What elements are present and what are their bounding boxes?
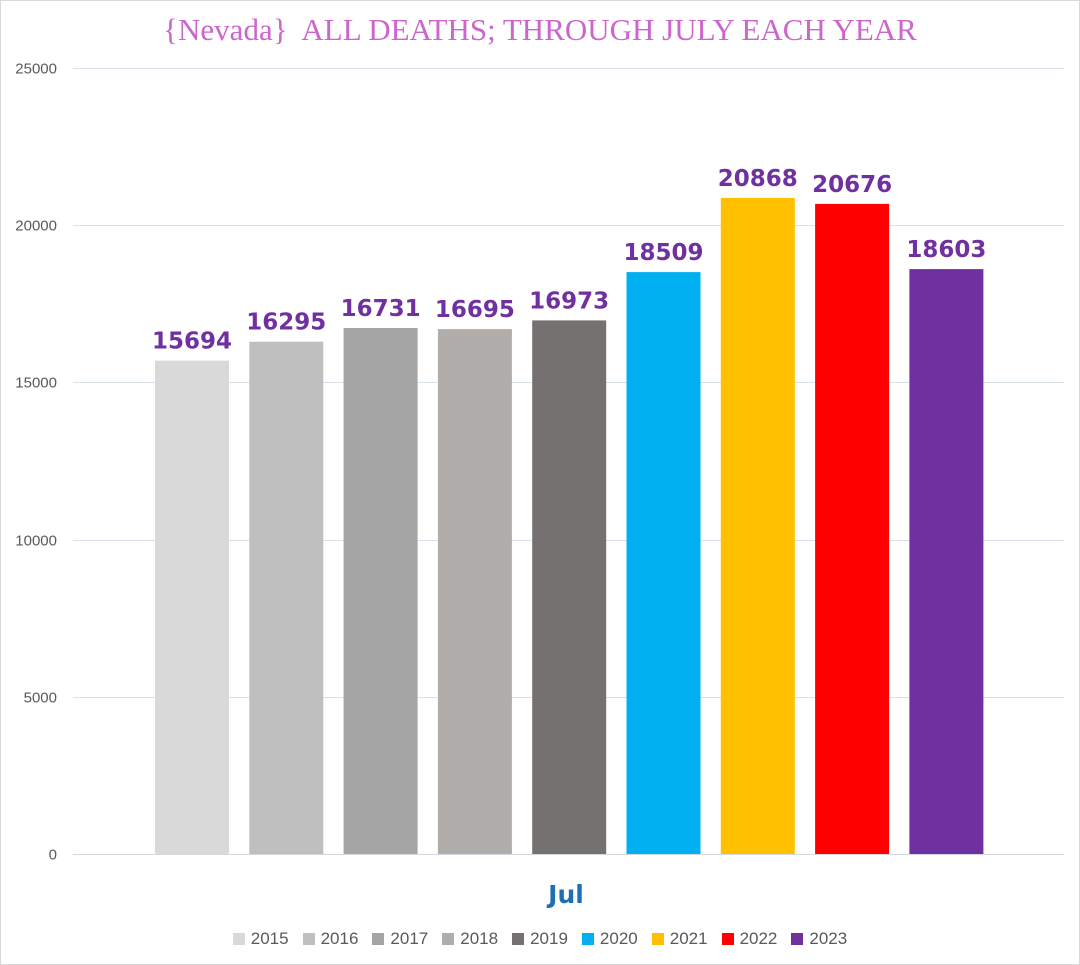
y-tick-label: 15000 [15,375,57,392]
legend-label: 2016 [320,929,359,948]
y-tick-label: 25000 [15,61,57,78]
legend-swatch [302,933,315,945]
legend-label: 2021 [669,929,708,948]
data-labels: 15694 16295 16731 16695 16973 18509 20868 20676… [152,166,986,355]
legend-swatch [651,933,664,945]
x-axis-category-label: Jul [546,880,584,909]
legend-item-2018: 2018 [442,929,498,949]
legend-item-2015: 2015 [232,929,289,949]
bar-2018 [437,329,512,855]
data-label-2023: 18603 [906,237,986,263]
y-tick-label: 5000 [24,690,57,707]
legend-label: 2019 [530,929,568,948]
legend-item-2023: 2023 [791,929,847,949]
legend-item-2021: 2021 [651,929,708,949]
legend: 2015 2016 2017 2018 2019 2020 2021 2022 2023 [0,929,1080,949]
legend-swatch [791,933,804,945]
data-label-2020: 18509 [623,240,703,266]
data-label-2018: 16695 [435,297,515,323]
bar-2021 [720,197,795,854]
legend-swatch [581,933,594,945]
legend-label: 2022 [739,929,778,948]
data-label-2016: 16295 [246,310,326,336]
legend-swatch [512,933,525,945]
legend-swatch [372,933,385,945]
legend-swatch [721,933,734,945]
legend-label: 2023 [809,929,848,948]
legend-swatch [232,933,245,945]
legend-item-2022: 2022 [721,929,778,949]
legend-label: 2018 [460,929,499,948]
legend-label: 2020 [599,929,638,948]
bars [155,197,984,855]
legend-swatch [442,933,455,945]
legend-label: 2015 [250,929,289,948]
legend-item-2020: 2020 [581,929,638,949]
legend-item-2017: 2017 [372,929,428,949]
data-label-2019: 16973 [529,288,609,314]
bar-2019 [532,320,607,854]
y-tick-label: 20000 [15,218,57,235]
data-label-2022: 20676 [812,172,892,198]
y-tick-label: 0 [49,847,57,864]
bar-2020 [626,272,701,855]
data-label-2015: 15694 [152,329,232,355]
bar-2022 [815,203,890,854]
bar-2023 [909,269,984,855]
chart-title: {Nevada} ALL DEATHS; THROUGH JULY EACH Y… [163,12,917,47]
y-axis-ticks: 0 5000 10000 15000 20000 25000 [15,61,57,864]
legend-item-2019: 2019 [512,929,568,949]
y-tick-label: 10000 [15,533,57,550]
legend-label: 2017 [390,929,429,948]
legend-item-2016: 2016 [302,929,359,949]
bar-2015 [155,360,229,854]
data-label-2021: 20868 [718,166,798,192]
data-label-2017: 16731 [341,296,421,322]
bar-2016 [249,341,324,854]
bar-2017 [343,328,418,854]
